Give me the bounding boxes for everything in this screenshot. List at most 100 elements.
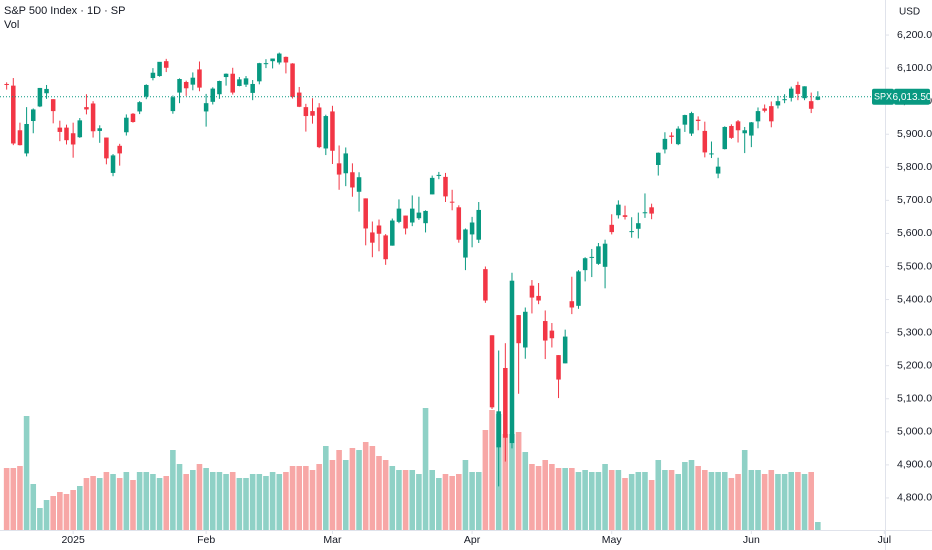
volume-bar: [23, 416, 30, 530]
candle-body: [11, 85, 16, 144]
candle-body: [489, 335, 495, 408]
candle-body: [629, 231, 634, 233]
volume-bar: [522, 452, 529, 530]
volume-bar: [741, 450, 748, 530]
volume-bar: [748, 470, 755, 530]
volume-bar: [562, 468, 568, 530]
y-tick-label: 5,000.00: [897, 426, 932, 438]
y-tick-label: 4,800.00: [897, 492, 932, 504]
volume-bar: [389, 466, 396, 530]
volume-bar: [555, 468, 562, 530]
last-price-box: [894, 88, 930, 105]
candle-body: [163, 61, 169, 68]
volume-bar: [801, 474, 808, 530]
volume-bar: [608, 470, 615, 530]
volume-bar: [223, 474, 229, 530]
chart-title: S&P 500 Index · 1D · SP: [4, 5, 125, 17]
volume-bar: [96, 478, 103, 530]
volume-bar: [755, 470, 761, 530]
candle-body: [30, 109, 36, 122]
candle-body: [735, 121, 741, 131]
candle-body: [616, 204, 621, 216]
volume-bar: [502, 434, 509, 530]
volume-bar: [83, 478, 90, 530]
volume-bar: [116, 478, 123, 530]
x-tick-label: May: [602, 534, 623, 546]
candle-body: [263, 63, 269, 65]
volume-bar: [336, 450, 342, 530]
volume-bar: [708, 472, 715, 530]
volume-bar: [63, 494, 70, 530]
y-tick-label: 5,400.00: [897, 293, 932, 305]
volume-bar: [702, 470, 708, 530]
candle-body: [396, 208, 402, 222]
x-tick-label: Jun: [743, 534, 760, 546]
candle-body: [769, 106, 774, 122]
volume-bar: [615, 470, 622, 530]
volume-bar: [595, 472, 602, 530]
volume-bar: [229, 472, 236, 530]
candle-body: [609, 224, 614, 233]
volume-bar: [263, 476, 269, 530]
candle-body: [695, 119, 701, 122]
candle-body: [17, 130, 23, 146]
candle-body: [476, 209, 481, 240]
candle-body: [802, 86, 807, 99]
volume-bar: [110, 474, 116, 530]
volume-bar: [216, 472, 223, 530]
candle-body: [343, 153, 349, 174]
volume-bar: [582, 470, 588, 530]
volume-bar: [515, 432, 522, 530]
candle-body: [370, 232, 375, 243]
candle-body: [742, 130, 747, 134]
volume-bar: [342, 460, 349, 530]
volume-bar: [362, 442, 369, 530]
volume-bar: [422, 408, 429, 530]
x-tick-label: Feb: [197, 534, 215, 546]
y-tick-label: 5,900.00: [897, 128, 932, 140]
volume-bar: [542, 460, 549, 530]
volume-bar: [416, 474, 422, 530]
y-tick-label: 6,200.00: [897, 29, 932, 41]
volume-bar: [695, 466, 701, 530]
candle-body: [210, 88, 216, 102]
candle-body: [250, 83, 255, 93]
volume-bar: [376, 456, 382, 530]
candle-body: [755, 111, 761, 122]
volume-bar: [150, 474, 156, 530]
candle-body: [656, 152, 661, 165]
x-tick-label: Apr: [464, 534, 481, 546]
volume-bar: [190, 470, 196, 530]
volume-bar: [635, 472, 642, 530]
volume-pane: [3, 408, 821, 530]
volume-bar: [276, 474, 283, 530]
candle-body: [310, 111, 315, 116]
candle-body: [303, 107, 309, 117]
volume-bar: [575, 472, 582, 530]
candle-body: [622, 215, 628, 217]
y-tick-label: 6,100.00: [897, 62, 932, 74]
candle-body: [423, 210, 428, 224]
volume-bar: [256, 474, 263, 530]
volume-bar: [316, 464, 322, 530]
candle-body: [523, 311, 528, 348]
candle-body: [223, 73, 229, 78]
volume-bar: [675, 474, 682, 530]
volume-bar: [136, 472, 143, 530]
candle-body: [403, 215, 408, 229]
volume-bar: [781, 474, 788, 530]
volume-bar: [655, 460, 662, 530]
y-tick-label: 5,200.00: [897, 359, 932, 371]
candle-body: [137, 102, 142, 112]
volume-bar: [648, 480, 655, 530]
x-tick-label: Jul: [878, 534, 891, 546]
candle-body: [722, 126, 728, 150]
volume-bar: [761, 474, 768, 530]
candle-body: [277, 53, 282, 63]
volume-bar: [489, 410, 495, 530]
volume-bar: [455, 474, 462, 530]
volume-bar: [462, 460, 469, 530]
axes: 6,200.006,100.006,000.005,900.005,800.00…: [0, 29, 932, 546]
candle-body: [669, 135, 674, 137]
volume-bar: [628, 474, 635, 530]
